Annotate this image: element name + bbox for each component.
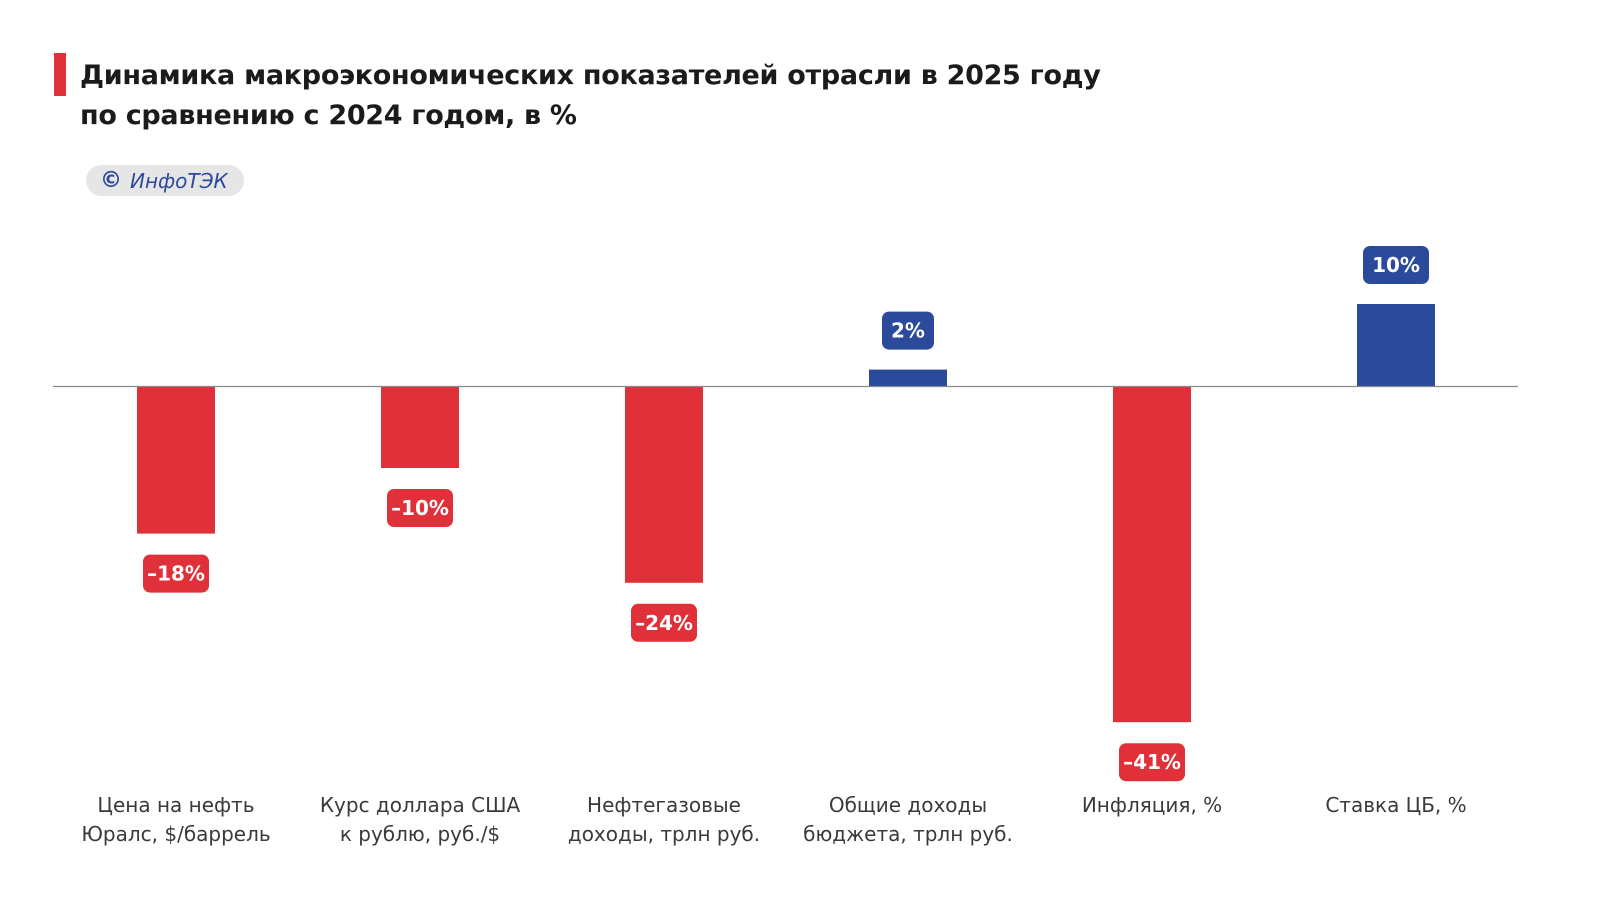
category-label-line: Курс доллара США <box>320 793 521 817</box>
category-label-line: к рублю, руб./$ <box>340 822 500 846</box>
value-label-1: –18% <box>143 554 209 593</box>
category-label-line: Инфляция, % <box>1082 793 1222 817</box>
chart-title-line-2: по сравнению с 2024 годом, в % <box>80 100 577 131</box>
value-label-badge <box>143 554 209 593</box>
category-label-2: Курс доллара США к рублю, руб./$ <box>320 793 521 846</box>
category-label-4: Общие доходы бюджета, трлн руб. <box>803 793 1013 846</box>
category-label-line: Ставка ЦБ, % <box>1325 793 1466 817</box>
bar-3 <box>625 386 703 583</box>
title-accent-bar <box>54 53 66 96</box>
value-label-badge <box>1119 743 1185 782</box>
value-label-text: 10% <box>1372 253 1420 277</box>
category-label-1: Цена на нефть Юралс, $/баррель <box>81 793 270 846</box>
source-credit-text: ИнфоТЭК <box>130 168 228 193</box>
bar-2 <box>381 386 459 468</box>
value-label-badge <box>882 311 934 350</box>
value-label-text: 2% <box>891 319 925 343</box>
category-label-3: Нефтегазовые доходы, трлн руб. <box>568 793 760 846</box>
chart-title: Динамика макроэкономических показателей … <box>80 56 1180 136</box>
value-label-text: –41% <box>1123 750 1181 774</box>
category-label-5: Инфляция, % <box>1082 793 1222 817</box>
category-label-6: Ставка ЦБ, % <box>1325 793 1466 817</box>
value-label-6: 10% <box>1363 246 1429 284</box>
category-label-line: бюджета, трлн руб. <box>803 822 1013 846</box>
bar-6 <box>1357 304 1435 386</box>
category-label-line: Цена на нефть <box>97 793 254 817</box>
value-label-text: –24% <box>635 611 693 635</box>
value-label-badge <box>387 489 453 527</box>
category-label-line: доходы, трлн руб. <box>568 822 760 846</box>
bar-1 <box>137 386 215 534</box>
value-label-2: –10% <box>387 489 453 527</box>
value-label-text: –18% <box>147 562 205 586</box>
bar-5 <box>1113 386 1191 723</box>
value-label-4: 2% <box>882 311 934 350</box>
value-label-badge <box>631 603 697 642</box>
value-label-text: –10% <box>391 496 449 520</box>
category-label-line: Общие доходы <box>829 793 987 817</box>
chart-title-line-1: Динамика макроэкономических показателей … <box>80 60 1101 91</box>
category-label-line: Юралс, $/баррель <box>81 822 270 846</box>
category-label-line: Нефтегазовые <box>587 793 741 817</box>
value-label-3: –24% <box>631 603 697 642</box>
bar-4 <box>869 369 947 386</box>
value-label-5: –41% <box>1119 743 1185 782</box>
copyright-icon: © <box>100 167 122 193</box>
source-credit-badge: © ИнфоТЭК <box>86 165 244 196</box>
value-label-badge <box>1363 246 1429 284</box>
